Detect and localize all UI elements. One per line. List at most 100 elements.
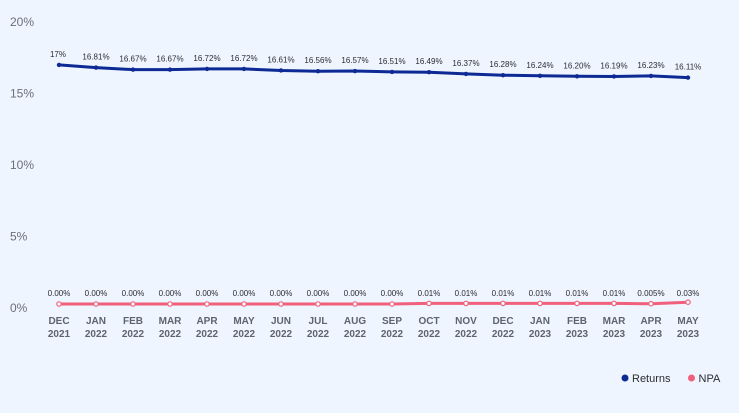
x-tick-label-year: 2023 <box>603 329 626 340</box>
data-point <box>685 75 691 80</box>
data-label: 0.00% <box>270 289 293 298</box>
data-label: 0.00% <box>344 289 367 298</box>
data-point <box>648 73 654 79</box>
data-label: 16.67% <box>119 55 146 64</box>
data-label: 16.19% <box>600 61 627 70</box>
data-point <box>537 300 543 307</box>
y-tick-label: 5% <box>10 230 28 244</box>
x-tick-label-year: 2022 <box>122 329 145 340</box>
data-point <box>130 301 136 307</box>
x-tick-label-year: 2022 <box>418 329 441 340</box>
data-point <box>167 301 173 307</box>
data-point <box>537 73 543 78</box>
data-label: 16.11% <box>675 63 702 72</box>
data-point <box>574 300 580 307</box>
data-point <box>315 301 321 307</box>
data-point <box>352 301 358 307</box>
x-tick-label-month: DEC <box>48 316 69 327</box>
x-tick-label-month: JUN <box>271 316 291 327</box>
legend-marker <box>688 374 695 382</box>
x-tick-label-month: DEC <box>492 316 513 327</box>
data-point <box>56 301 62 307</box>
data-label: 16.37% <box>452 59 479 68</box>
data-label: 16.61% <box>267 55 294 64</box>
data-label: 16.67% <box>156 55 183 64</box>
data-point <box>648 300 654 307</box>
data-label: 16.51% <box>378 57 405 66</box>
data-point <box>611 300 617 307</box>
data-label: 16.20% <box>563 61 590 70</box>
data-label: 16.72% <box>193 54 220 63</box>
x-tick-label-month: MAR <box>603 316 627 327</box>
data-label: 0.00% <box>381 289 404 298</box>
x-tick-label-month: MAY <box>677 316 699 327</box>
x-tick-label-month: NOV <box>455 316 477 327</box>
data-point <box>500 300 506 307</box>
data-label: 16.72% <box>230 54 257 63</box>
data-label: 0.00% <box>159 289 182 298</box>
x-tick-label-month: APR <box>640 316 662 327</box>
x-tick-label-month: SEP <box>382 316 402 327</box>
x-tick-label-year: 2022 <box>196 329 219 340</box>
data-point <box>93 301 99 307</box>
data-point <box>241 301 247 307</box>
x-tick-label-month: JUL <box>309 316 328 327</box>
data-point <box>463 71 469 77</box>
data-point <box>93 65 99 70</box>
data-point <box>685 299 691 306</box>
data-label: 0.01% <box>529 289 552 298</box>
x-tick-label-month: APR <box>196 316 218 327</box>
data-point <box>389 69 395 75</box>
data-label: 0.00% <box>85 289 108 298</box>
x-tick-label-year: 2023 <box>677 329 700 340</box>
x-tick-label-month: FEB <box>123 316 143 327</box>
x-tick-label-year: 2022 <box>455 329 478 340</box>
data-point <box>574 74 580 79</box>
data-point <box>426 69 432 75</box>
data-label: 0.01% <box>566 289 589 298</box>
data-label: 17% <box>50 50 66 59</box>
data-point <box>241 66 247 72</box>
x-tick-label-year: 2022 <box>159 329 182 340</box>
x-tick-label-year: 2022 <box>270 329 293 340</box>
x-tick-label-month: MAY <box>233 316 255 327</box>
x-tick-label-month: MAR <box>159 316 183 327</box>
data-point <box>463 300 469 307</box>
data-point <box>56 62 62 68</box>
data-point <box>278 68 284 73</box>
data-label: 16.28% <box>489 60 516 69</box>
data-point <box>130 67 136 72</box>
y-tick-label: 20% <box>10 15 34 29</box>
x-tick-label-year: 2022 <box>233 329 256 340</box>
y-tick-label: 0% <box>10 301 28 315</box>
data-label: 16.56% <box>304 56 331 65</box>
series-line-returns <box>57 63 690 80</box>
data-label: 16.81% <box>82 53 109 62</box>
x-tick-label-month: JAN <box>530 316 550 327</box>
data-label: 0.00% <box>122 289 145 298</box>
y-tick-label: 10% <box>10 158 34 172</box>
data-point <box>315 68 321 74</box>
series-line-npa <box>57 300 690 306</box>
x-tick-label-year: 2021 <box>48 329 71 340</box>
data-point <box>204 66 210 72</box>
data-point <box>204 301 210 307</box>
data-point <box>611 74 617 79</box>
x-tick-label-year: 2022 <box>381 329 404 340</box>
data-point <box>426 300 432 307</box>
y-tick-label: 15% <box>10 87 34 101</box>
data-point <box>167 67 173 72</box>
data-label: 0.00% <box>48 289 71 298</box>
data-point <box>278 301 284 307</box>
data-label: 16.24% <box>526 61 553 70</box>
data-label: 0.01% <box>418 289 441 298</box>
x-tick-label-year: 2023 <box>529 329 552 340</box>
x-tick-label-year: 2023 <box>566 329 589 340</box>
data-label: 0.00% <box>196 289 219 298</box>
data-label: 16.57% <box>341 56 368 65</box>
data-label: 16.23% <box>637 61 664 70</box>
data-point <box>389 301 395 307</box>
x-tick-label-year: 2023 <box>640 329 663 340</box>
data-label: 0.00% <box>233 289 256 298</box>
